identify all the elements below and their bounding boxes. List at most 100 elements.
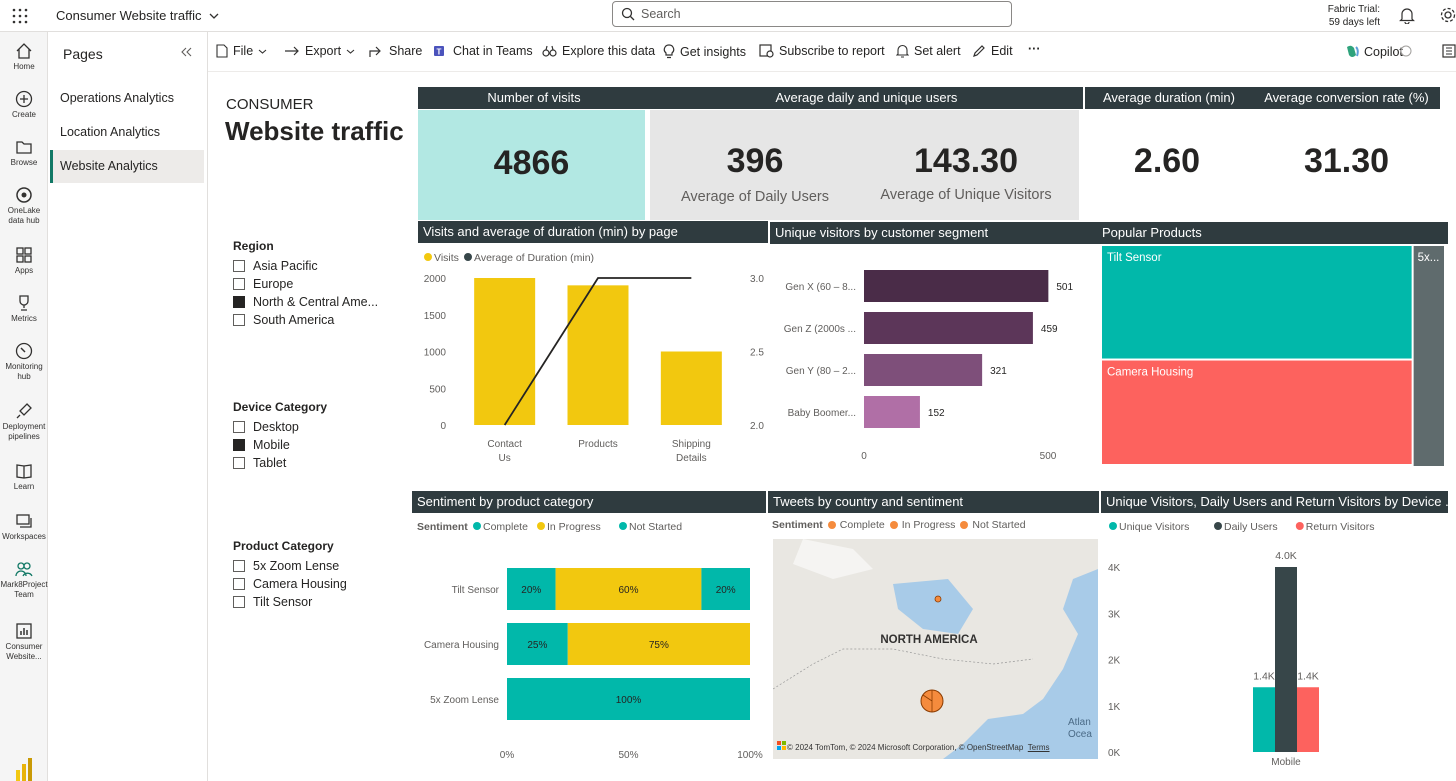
users-card[interactable]: 396 Average of Daily Users 143.30 Averag… xyxy=(650,110,1079,220)
region-option[interactable]: South America xyxy=(233,311,403,329)
checkbox[interactable] xyxy=(233,421,245,433)
device-option[interactable]: Desktop xyxy=(233,418,403,436)
app-launcher-icon[interactable] xyxy=(12,8,28,24)
rail-home[interactable]: Home xyxy=(0,42,48,72)
explore-label: Explore this data xyxy=(562,44,656,58)
rail-create[interactable]: Create xyxy=(0,90,48,120)
rail-workspaces[interactable]: Workspaces xyxy=(0,512,48,542)
sentiment-segment[interactable] xyxy=(701,568,750,610)
rail-deployment[interactable]: Deployment pipelines xyxy=(0,402,48,442)
sentiment-segment[interactable] xyxy=(507,568,556,610)
trial-status[interactable]: Fabric Trial: 59 days left xyxy=(1318,3,1380,29)
sentiment-segment[interactable] xyxy=(567,623,750,665)
bell-icon[interactable] xyxy=(1399,7,1415,24)
region-option[interactable]: Europe xyxy=(233,275,403,293)
popular-products-treemap[interactable]: Tilt Sensor Camera Housing 5x... xyxy=(1100,244,1448,466)
device-option[interactable]: Tablet xyxy=(233,454,403,472)
legend-dot xyxy=(960,521,969,529)
legend-dot[interactable] xyxy=(424,253,432,261)
map-attribution: © 2024 TomTom, © 2024 Microsoft Corporat… xyxy=(787,743,1050,752)
legend-dot[interactable] xyxy=(1109,522,1117,530)
explore-data-button[interactable]: Explore this data xyxy=(542,44,655,58)
rail-monitoring[interactable]: Monitoring hub xyxy=(0,342,48,382)
device-chart[interactable]: Unique Visitors Daily Users Return Visitor… xyxy=(1101,515,1448,770)
product-option[interactable]: Camera Housing xyxy=(233,575,403,593)
visits-duration-chart[interactable]: Visits Average of Duration (min) 0 500 1000 1… xyxy=(418,246,768,471)
checkbox[interactable] xyxy=(233,278,245,290)
file-menu[interactable]: File xyxy=(216,44,267,58)
gear-icon[interactable] xyxy=(1440,7,1456,23)
page-website-analytics[interactable]: Website Analytics xyxy=(50,150,204,183)
share-button[interactable]: Share xyxy=(369,44,422,58)
segment-bar[interactable] xyxy=(864,396,920,428)
segment-bar[interactable] xyxy=(864,312,1033,344)
device-option[interactable]: Mobile xyxy=(233,436,403,454)
map-bubble[interactable] xyxy=(934,595,942,603)
rail-metrics[interactable]: Metrics xyxy=(0,294,48,324)
region-option[interactable]: North & Central Ame... xyxy=(233,293,403,311)
device-bar[interactable] xyxy=(1253,687,1275,752)
checkbox-checked[interactable] xyxy=(233,439,245,451)
workspace-title-dropdown[interactable]: Consumer Website traffic xyxy=(56,8,219,23)
duration-line[interactable] xyxy=(503,277,692,426)
expand-icon[interactable] xyxy=(1442,44,1456,58)
sentiment-chart[interactable]: Sentiment Complete In Progress Not Started T… xyxy=(412,515,766,763)
product-option[interactable]: Tilt Sensor xyxy=(233,593,403,611)
subscribe-button[interactable]: Subscribe to report xyxy=(759,44,885,58)
legend-dot[interactable] xyxy=(537,522,545,530)
sentiment-segment[interactable] xyxy=(555,568,702,610)
data-label: 1.4K xyxy=(1297,670,1319,682)
export-menu[interactable]: Export xyxy=(284,44,355,58)
legend-dot[interactable] xyxy=(619,522,627,530)
segment-chart[interactable]: Gen X (60 – 8... 501 Gen Z (2000s ... 459 Ge… xyxy=(770,246,1097,471)
sentiment-segment[interactable] xyxy=(507,678,750,720)
tweets-map[interactable] xyxy=(773,539,1098,759)
map-legend-item[interactable]: Not Started xyxy=(960,519,1026,531)
region-option[interactable]: Asia Pacific xyxy=(233,257,403,275)
rail-learn[interactable]: Learn xyxy=(0,462,48,492)
map-legend-item[interactable]: In Progress xyxy=(889,519,955,531)
copilot-button[interactable]: Copilot xyxy=(1344,44,1403,59)
sentiment-segment[interactable] xyxy=(507,623,568,665)
page-operations-analytics[interactable]: Operations Analytics xyxy=(60,91,174,105)
visits-bar[interactable] xyxy=(660,351,722,426)
close-pane-icon[interactable] xyxy=(1400,45,1412,57)
checkbox[interactable] xyxy=(233,596,245,608)
segment-bar[interactable] xyxy=(864,354,983,386)
legend-dot[interactable] xyxy=(464,253,472,261)
set-alert-button[interactable]: Set alert xyxy=(896,44,961,58)
checkbox[interactable] xyxy=(233,457,245,469)
checkbox[interactable] xyxy=(233,578,245,590)
rail-onelake[interactable]: OneLake data hub xyxy=(0,186,48,226)
map-legend-item[interactable]: Complete xyxy=(827,519,885,531)
treemap-tile[interactable] xyxy=(1413,246,1444,466)
collapse-pane-icon[interactable] xyxy=(180,47,192,57)
page-location-analytics[interactable]: Location Analytics xyxy=(60,125,161,139)
device-bar[interactable] xyxy=(1297,687,1319,752)
visits-bar[interactable] xyxy=(567,285,629,425)
segment-bar[interactable] xyxy=(864,270,1049,302)
treemap-tile[interactable] xyxy=(1102,246,1412,359)
rail-current-report[interactable]: Consumer Website... xyxy=(0,622,48,662)
legend-dot[interactable] xyxy=(1295,522,1304,530)
rail-team-workspace[interactable]: Mark8Project Team xyxy=(0,560,48,600)
treemap-tile[interactable] xyxy=(1102,360,1412,464)
more-options-button[interactable]: ··· xyxy=(1028,42,1041,56)
edit-button[interactable]: Edit xyxy=(972,44,1013,58)
checkbox[interactable] xyxy=(233,560,245,572)
search-box[interactable]: Search xyxy=(612,1,1012,27)
map-terms-link[interactable]: Terms xyxy=(1027,743,1050,752)
visits-card[interactable]: 4866 xyxy=(418,110,645,220)
checkbox[interactable] xyxy=(233,260,245,272)
checkbox[interactable] xyxy=(233,314,245,326)
product-option[interactable]: 5x Zoom Lense xyxy=(233,557,403,575)
legend-dot[interactable] xyxy=(1214,522,1222,530)
visits-bar[interactable] xyxy=(474,278,536,425)
checkbox-checked[interactable] xyxy=(233,296,245,308)
rail-browse[interactable]: Browse xyxy=(0,138,48,168)
device-bar[interactable] xyxy=(1275,567,1297,752)
rail-apps[interactable]: Apps xyxy=(0,246,48,276)
get-insights-button[interactable]: Get insights xyxy=(663,44,746,59)
chat-in-teams-button[interactable]: T Chat in Teams xyxy=(433,44,533,58)
legend-dot[interactable] xyxy=(473,522,481,530)
